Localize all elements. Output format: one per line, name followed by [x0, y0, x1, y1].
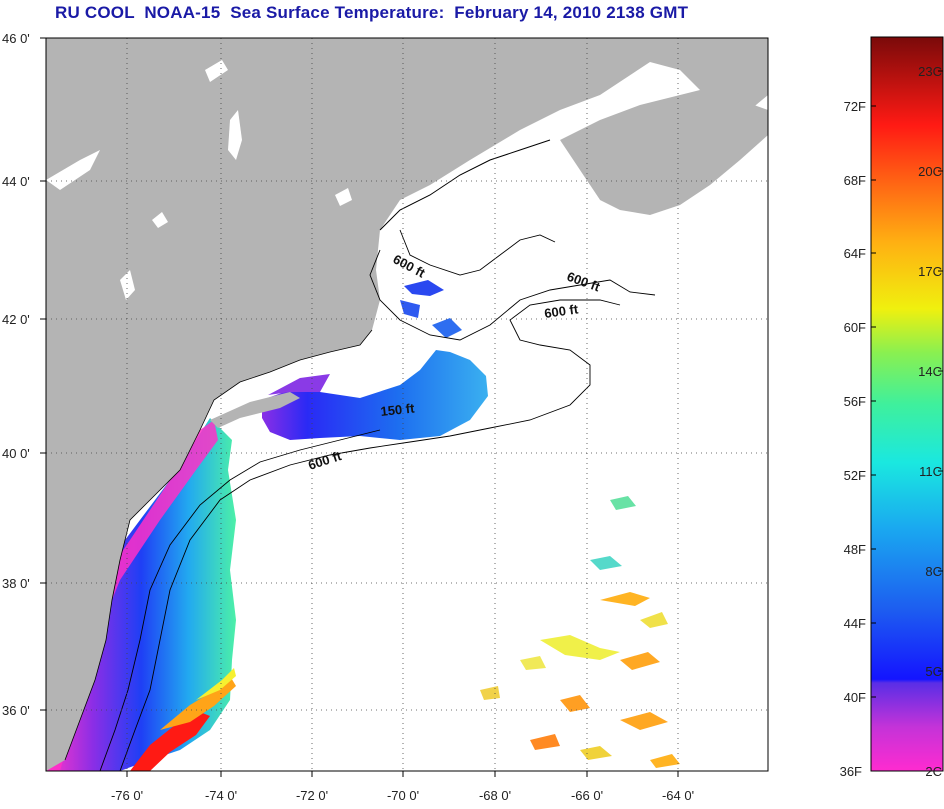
contour-label: 150 ft	[380, 400, 416, 419]
colorbar-c-label: 2C	[925, 764, 942, 779]
contour-label: 600 ft	[543, 301, 579, 321]
longitude-label: -68 0'	[479, 788, 511, 803]
colorbar-gradient	[870, 36, 944, 772]
latitude-label: 36 0'	[2, 703, 30, 718]
colorbar-c-label: 14C	[918, 364, 942, 379]
colorbar-f-label: 40F	[844, 690, 866, 705]
colorbar-f-label: 64F	[844, 246, 866, 261]
longitude-label: -72 0'	[296, 788, 328, 803]
colorbar-c-label: 5C	[925, 664, 942, 679]
longitude-label: -70 0'	[387, 788, 419, 803]
colorbar-f-label: 72F	[844, 99, 866, 114]
longitude-label: -74 0'	[205, 788, 237, 803]
longitude-label: -66 0'	[571, 788, 603, 803]
colorbar-c-label: 23C	[918, 64, 942, 79]
longitude-label: -76 0'	[111, 788, 143, 803]
colorbar-f-label: 68F	[844, 173, 866, 188]
colorbar-f-label: 60F	[844, 320, 866, 335]
colorbar-c-label: 17C	[918, 264, 942, 279]
colorbar-f-label: 48F	[844, 542, 866, 557]
colorbar-f-label: 36F	[840, 764, 862, 779]
ticks	[40, 37, 679, 777]
latitude-label: 44 0'	[2, 174, 30, 189]
map-frame	[45, 37, 769, 772]
longitude-label: -64 0'	[662, 788, 694, 803]
colorbar-c-label: 11C	[919, 464, 942, 479]
land	[46, 38, 768, 771]
latitude-label: 40 0'	[2, 446, 30, 461]
lakes	[46, 60, 352, 300]
colorbar-f-label: 52F	[844, 468, 866, 483]
grid	[46, 38, 768, 771]
latitude-label: 42 0'	[2, 312, 30, 327]
map-title: RU COOL NOAA-15 Sea Surface Temperature:…	[55, 3, 689, 22]
colorbar: 72F 68F 64F 60F 56F 52F 48F 44F 40F 36F …	[840, 36, 944, 779]
colorbar-f-label: 56F	[844, 394, 866, 409]
colorbar-f-label: 44F	[844, 616, 866, 631]
latitude-label: 46 0'	[2, 31, 30, 46]
colorbar-c-label: 20C	[918, 164, 942, 179]
latitude-label: 38 0'	[2, 576, 30, 591]
colorbar-c-label: 8C	[925, 564, 942, 579]
bathymetry-contours	[99, 229, 656, 771]
